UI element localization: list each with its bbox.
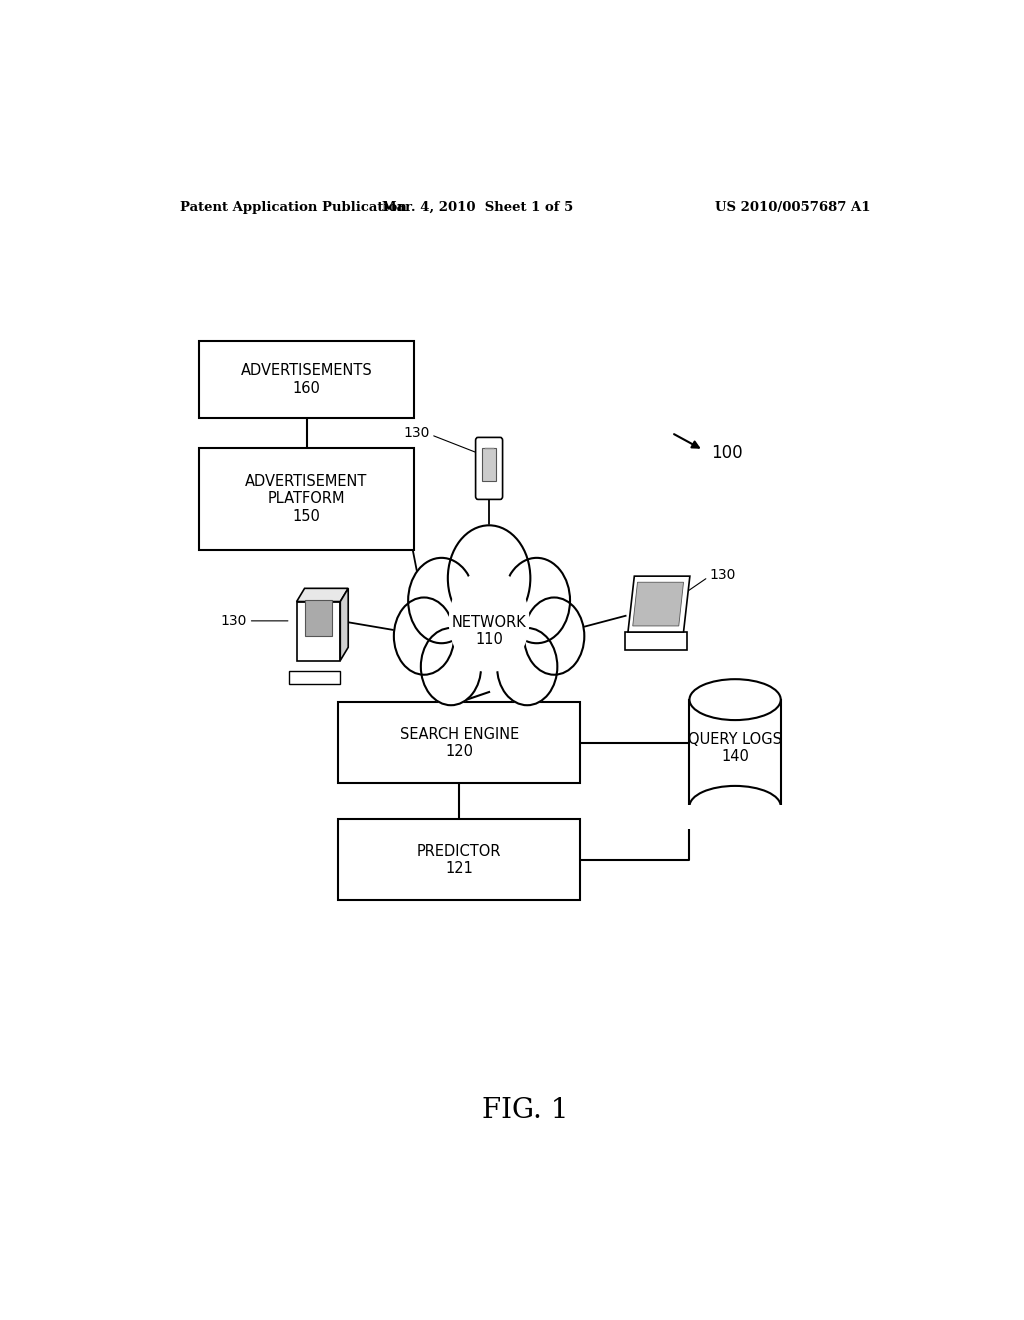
Text: 130: 130 [403,426,430,440]
Text: SEARCH ENGINE
120: SEARCH ENGINE 120 [399,726,519,759]
Bar [289,671,340,684]
Circle shape [394,598,455,675]
Bar [200,342,414,417]
Polygon shape [628,576,690,632]
Text: US 2010/0057687 A1: US 2010/0057687 A1 [715,201,870,214]
Text: ADVERTISEMENTS
160: ADVERTISEMENTS 160 [241,363,373,396]
Bar [625,632,687,651]
Text: 130: 130 [220,614,247,628]
Text: Mar. 4, 2010  Sheet 1 of 5: Mar. 4, 2010 Sheet 1 of 5 [382,201,572,214]
Bar [304,601,333,636]
Bar [297,602,340,660]
Circle shape [504,558,570,643]
Circle shape [524,598,585,675]
Bar [338,818,581,900]
Text: Patent Application Publication: Patent Application Publication [179,201,407,214]
Text: 100: 100 [712,444,743,462]
Circle shape [421,628,481,705]
Text: ADVERTISEMENT
PLATFORM
150: ADVERTISEMENT PLATFORM 150 [246,474,368,524]
Ellipse shape [689,680,780,721]
Bar [338,702,581,784]
Circle shape [409,558,475,643]
Polygon shape [633,582,684,626]
Circle shape [447,525,530,631]
Polygon shape [297,589,348,602]
Text: FIG. 1: FIG. 1 [481,1097,568,1125]
Circle shape [497,628,557,705]
FancyBboxPatch shape [475,437,503,499]
Bar [689,700,780,807]
Text: PREDICTOR
121: PREDICTOR 121 [417,843,502,876]
Bar [687,805,783,829]
Circle shape [450,570,528,672]
Ellipse shape [689,785,780,826]
Polygon shape [340,589,348,660]
Bar [200,447,414,549]
Text: NETWORK
110: NETWORK 110 [452,615,526,647]
Text: QUERY LOGS
140: QUERY LOGS 140 [688,731,782,764]
Bar [482,447,497,480]
Text: 130: 130 [710,568,736,582]
Circle shape [450,570,528,672]
